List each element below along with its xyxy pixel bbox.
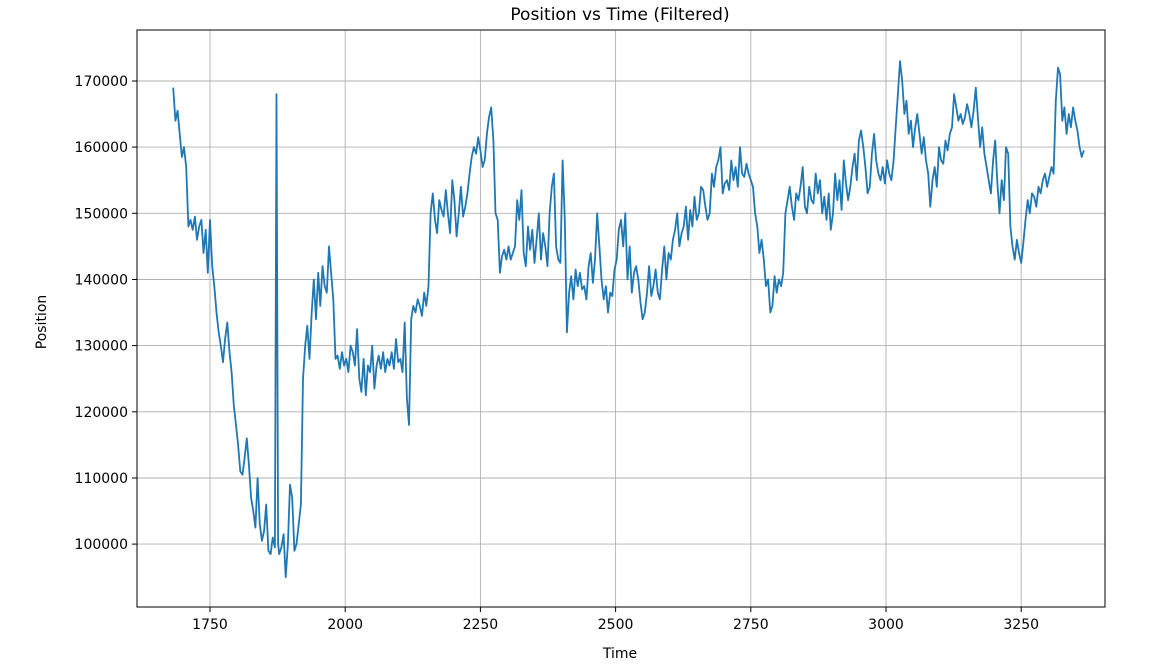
- y-axis-title: Position: [34, 295, 50, 350]
- y-tick-label: 130000: [75, 339, 128, 355]
- x-axis: 1750 2000 2250 2500 2750 3000 3250: [192, 607, 1039, 633]
- y-tick-label: 160000: [75, 140, 128, 156]
- x-tick-label: 2500: [598, 617, 634, 633]
- x-tick-label: 2000: [327, 617, 363, 633]
- x-tick-label: 1750: [192, 617, 228, 633]
- y-tick-label: 120000: [75, 405, 128, 421]
- plot-frame: [136, 29, 1106, 608]
- x-axis-title: Time: [602, 646, 637, 662]
- y-tick-label: 110000: [75, 471, 128, 487]
- x-tick-label: 3250: [1003, 617, 1039, 633]
- series-line: [172, 60, 1085, 579]
- grid: [137, 30, 1105, 607]
- plot-area: [172, 60, 1085, 579]
- y-tick-label: 100000: [75, 537, 128, 553]
- y-axis: 100000 110000 120000 130000 140000 150000 1600…: [75, 74, 137, 553]
- chart-title: Position vs Time (Filtered): [510, 5, 729, 25]
- x-tick-label: 3000: [868, 617, 904, 633]
- x-tick-label: 2750: [733, 617, 769, 633]
- y-tick-label: 170000: [75, 74, 128, 90]
- y-tick-label: 140000: [75, 273, 128, 289]
- x-tick-label: 2250: [463, 617, 499, 633]
- y-tick-label: 150000: [75, 206, 128, 222]
